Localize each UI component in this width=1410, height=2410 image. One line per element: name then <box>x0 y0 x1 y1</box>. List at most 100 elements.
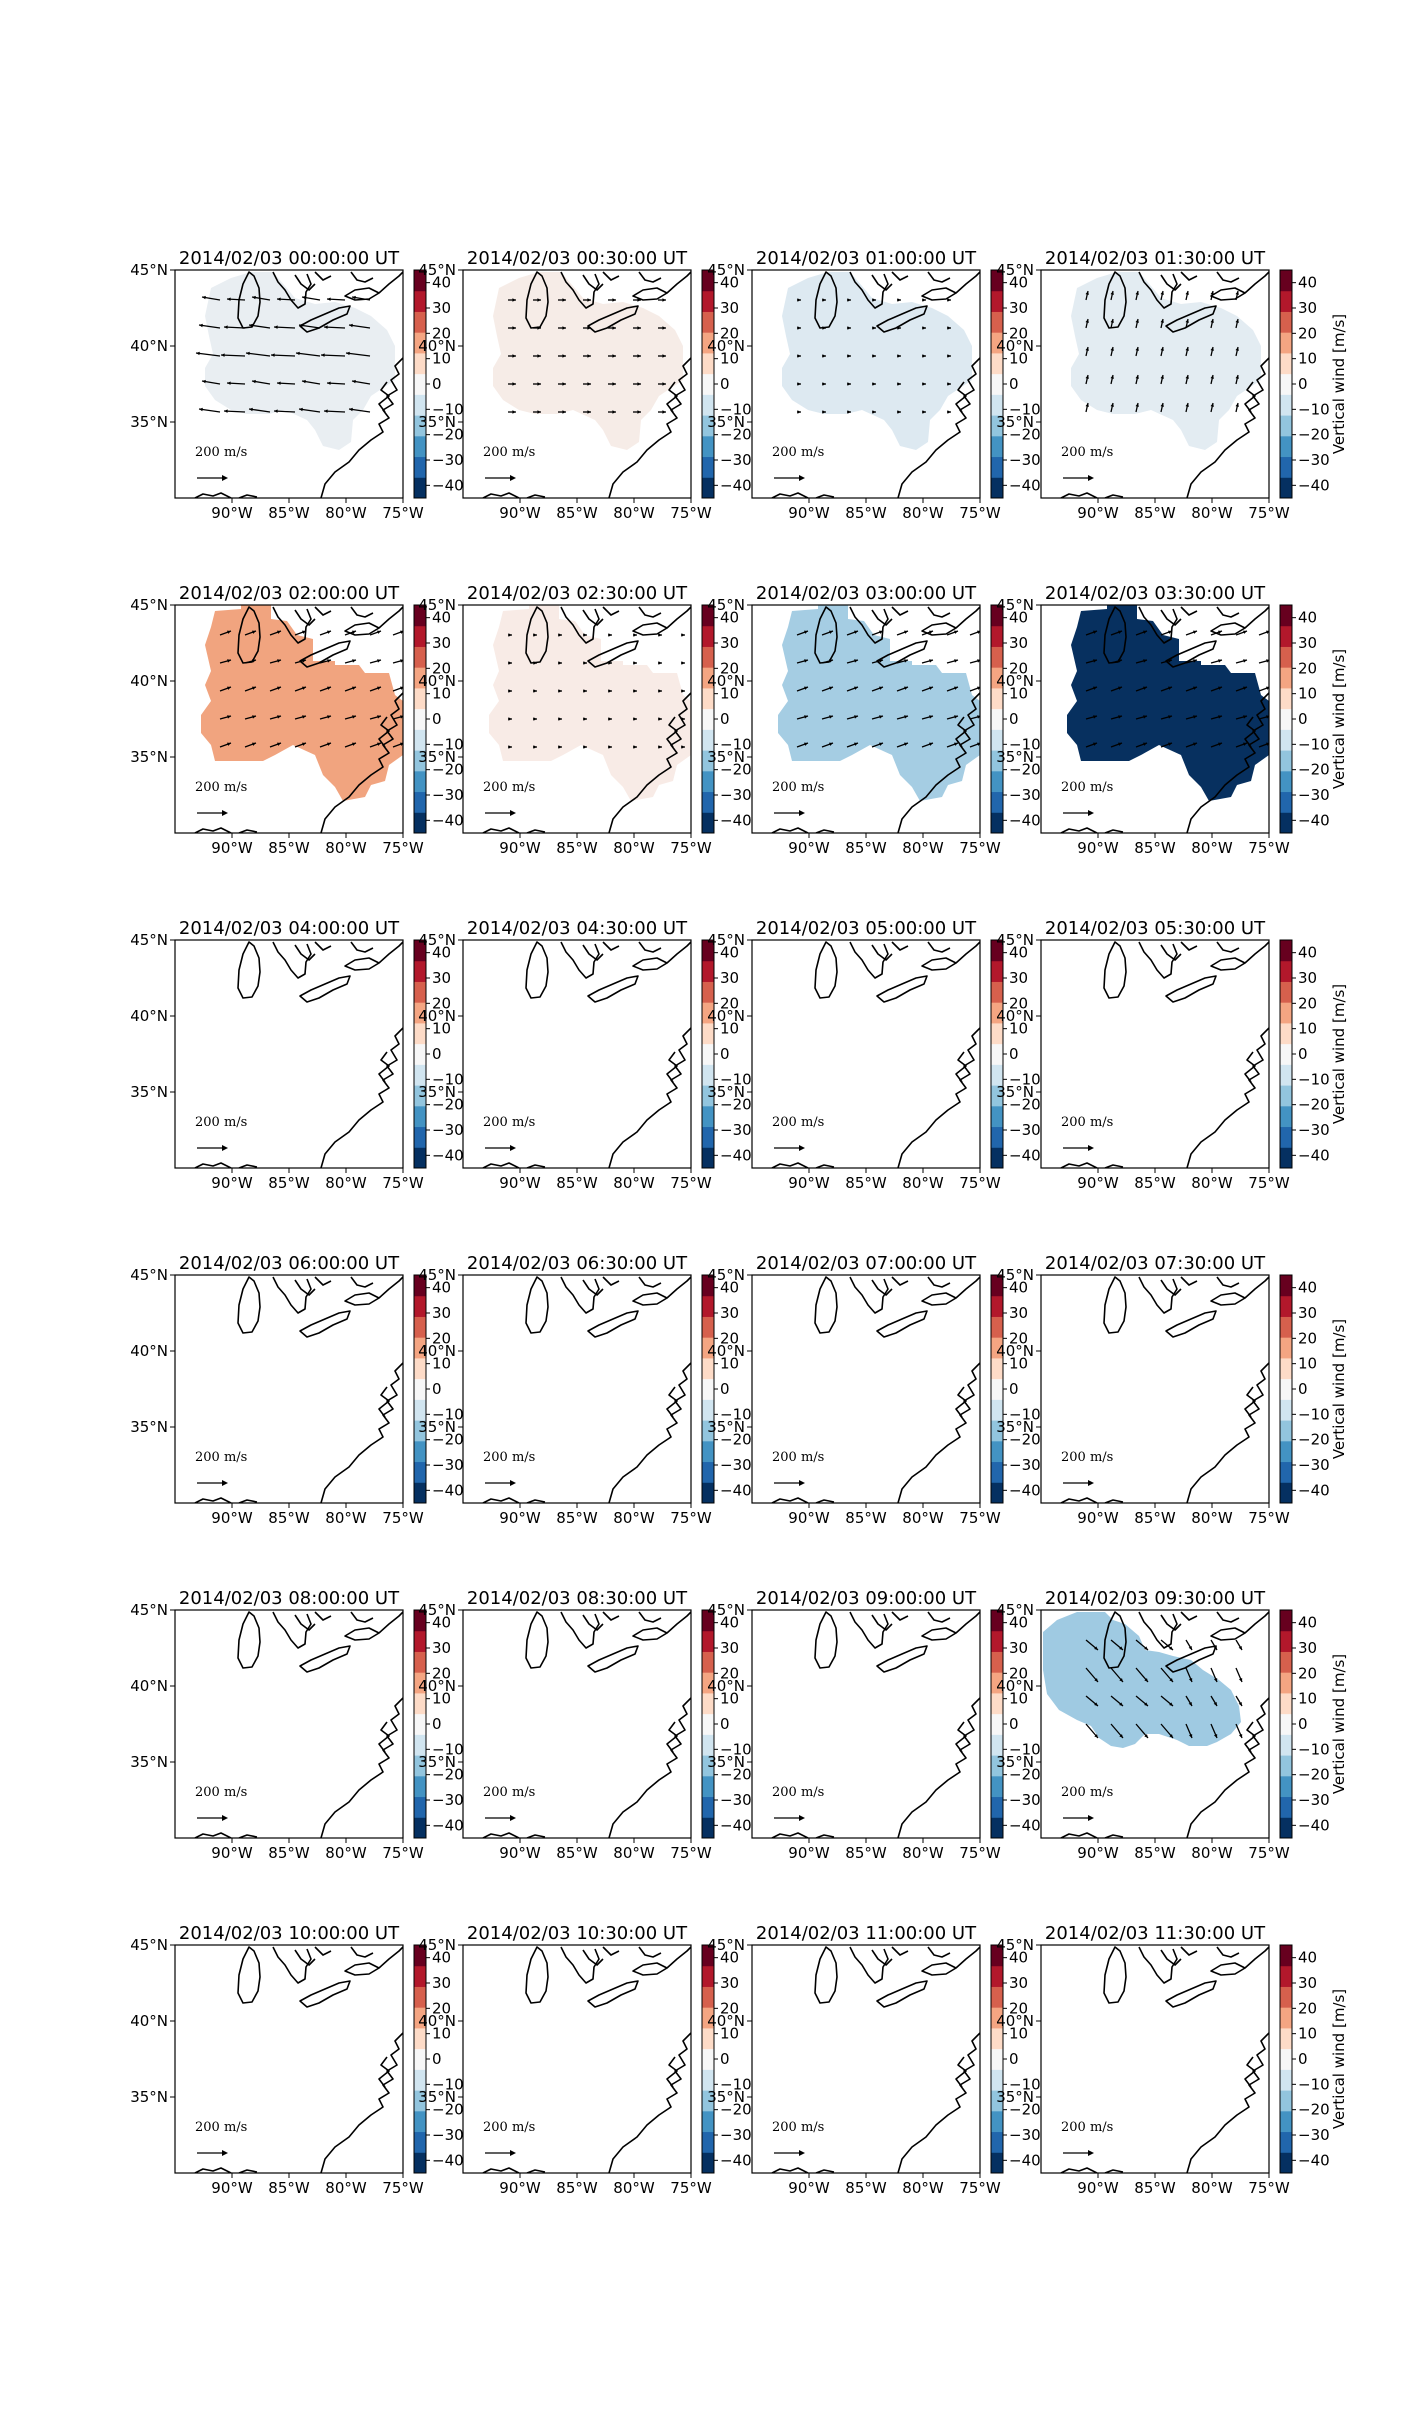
coastline <box>955 1386 967 1418</box>
coastline <box>314 1946 332 1956</box>
colorbar-segment <box>991 1945 1003 1967</box>
colorbar-tick-label: −20 <box>720 426 752 444</box>
wind-vector-head <box>929 630 933 634</box>
coastline <box>632 1627 668 1641</box>
colorbar-segment <box>702 1651 714 1673</box>
coastline <box>1244 1611 1269 1634</box>
lon-tick-label: 75°W <box>1248 1509 1290 1527</box>
map-panel: 2014/02/03 03:30:00 UT 45°N 40°N 35°N 90°W 85… <box>996 583 1348 857</box>
coastline <box>638 606 662 618</box>
lat-tick-label: 40°N <box>418 672 456 690</box>
coastline <box>525 271 549 329</box>
panel-title: 2014/02/03 02:00:00 UT <box>179 583 400 604</box>
colorbar-tick-label: −20 <box>1009 2101 1041 2119</box>
wind-vector-head <box>1143 659 1147 663</box>
colorbar-segment <box>702 415 714 437</box>
quiver-key-label: 200 m/s <box>195 2120 247 2135</box>
coastline <box>771 492 809 498</box>
map-area <box>771 941 980 1168</box>
colorbar-tick-label: 10 <box>1298 1020 1317 1038</box>
coastline <box>897 2032 980 2173</box>
coastline <box>482 1497 520 1503</box>
colorbar-tick-label: −20 <box>720 1431 752 1449</box>
colorbar-segment <box>702 2131 714 2153</box>
colorbar-tick-label: 30 <box>1009 1304 1028 1322</box>
coastline <box>1060 827 1098 833</box>
colorbar-tick-label: 20 <box>720 1329 739 1347</box>
wind-vector-head <box>1143 686 1147 690</box>
coastline <box>876 1645 928 1673</box>
coastline <box>1210 1962 1246 1976</box>
colorbar-tick-label: 10 <box>720 350 739 368</box>
coastline <box>871 1949 893 1966</box>
coastline <box>666 1386 678 1418</box>
colorbar-tick-label: 20 <box>1298 324 1317 342</box>
lat-tick-label: 40°N <box>418 1007 456 1025</box>
lat-tick-label: 35°N <box>418 1418 456 1436</box>
coastline <box>526 1499 546 1503</box>
coastline <box>955 941 980 964</box>
map-area <box>771 605 980 833</box>
wind-vector-head <box>1243 659 1247 663</box>
lon-tick-label: 90°W <box>499 839 541 857</box>
coastline <box>378 381 390 413</box>
coastline <box>526 1834 546 1838</box>
wind-vector-head <box>227 715 231 719</box>
colorbar-segment <box>702 1482 714 1504</box>
colorbar-tick-label: −10 <box>432 1070 464 1088</box>
colorbar-segment <box>991 1275 1003 1297</box>
coastline <box>897 1027 980 1168</box>
coastline <box>1180 1946 1198 1956</box>
lon-tick-label: 75°W <box>959 2179 1001 2197</box>
lat-tick-label: 35°N <box>130 1753 168 1771</box>
colorbar-segment <box>1280 2090 1292 2112</box>
lat-tick-label: 45°N <box>707 1601 745 1619</box>
coastline <box>602 1611 620 1621</box>
colorbar-segment <box>414 435 426 458</box>
colorbar-segment <box>414 1337 426 1359</box>
coastline <box>871 944 893 961</box>
map-area <box>194 605 403 833</box>
coastline <box>560 1276 600 1314</box>
quiver-key-label: 200 m/s <box>772 1115 824 1130</box>
coastline <box>526 1164 546 1168</box>
colorbar-segment <box>414 1002 426 1024</box>
wind-vector-head <box>1235 291 1239 295</box>
lat-tick-label: 45°N <box>418 596 456 614</box>
lon-tick-label: 80°W <box>325 1174 367 1192</box>
lat-tick-label: 45°N <box>418 1601 456 1619</box>
wind-vector-head <box>321 353 325 357</box>
colorbar-segment <box>1280 1630 1292 1652</box>
colorbar-tick-label: −10 <box>1298 1070 1330 1088</box>
colorbar-tick-label: 40 <box>1298 1949 1317 1967</box>
wind-vector-head <box>1169 1734 1173 1738</box>
wind-vector-head <box>277 686 281 690</box>
colorbar-tick-label: −40 <box>1009 1146 1041 1164</box>
colorbar-segment <box>702 1630 714 1652</box>
colorbar-segment <box>702 1357 714 1380</box>
colorbar-segment <box>1280 605 1292 627</box>
wind-vector-head <box>512 298 516 302</box>
colorbar-segment <box>414 1399 426 1421</box>
map-area <box>1060 271 1269 498</box>
colorbar-segment <box>1280 625 1292 647</box>
wind-vector-head <box>1238 1734 1243 1738</box>
coastline <box>1160 1949 1182 1966</box>
wind-vector-head <box>847 326 851 330</box>
coastline <box>1210 287 1246 301</box>
colorbar-segment <box>414 1482 426 1504</box>
coastline <box>1138 1276 1178 1314</box>
colorbar-segment <box>414 1357 426 1380</box>
panel-title: 2014/02/03 08:00:00 UT <box>179 1588 400 1609</box>
wind-vector-head <box>1185 375 1189 379</box>
coastline <box>1104 1164 1124 1168</box>
wind-vector-head <box>227 381 231 385</box>
coastline <box>921 287 957 301</box>
colorbar-segment <box>1280 1440 1292 1463</box>
wind-vector-head <box>847 354 851 358</box>
lon-tick-label: 90°W <box>211 839 253 857</box>
wind-vector-head <box>872 298 876 302</box>
quiver-key-head <box>1088 810 1094 816</box>
colorbar-tick-label: −20 <box>432 761 464 779</box>
colorbar-segment <box>414 311 426 333</box>
